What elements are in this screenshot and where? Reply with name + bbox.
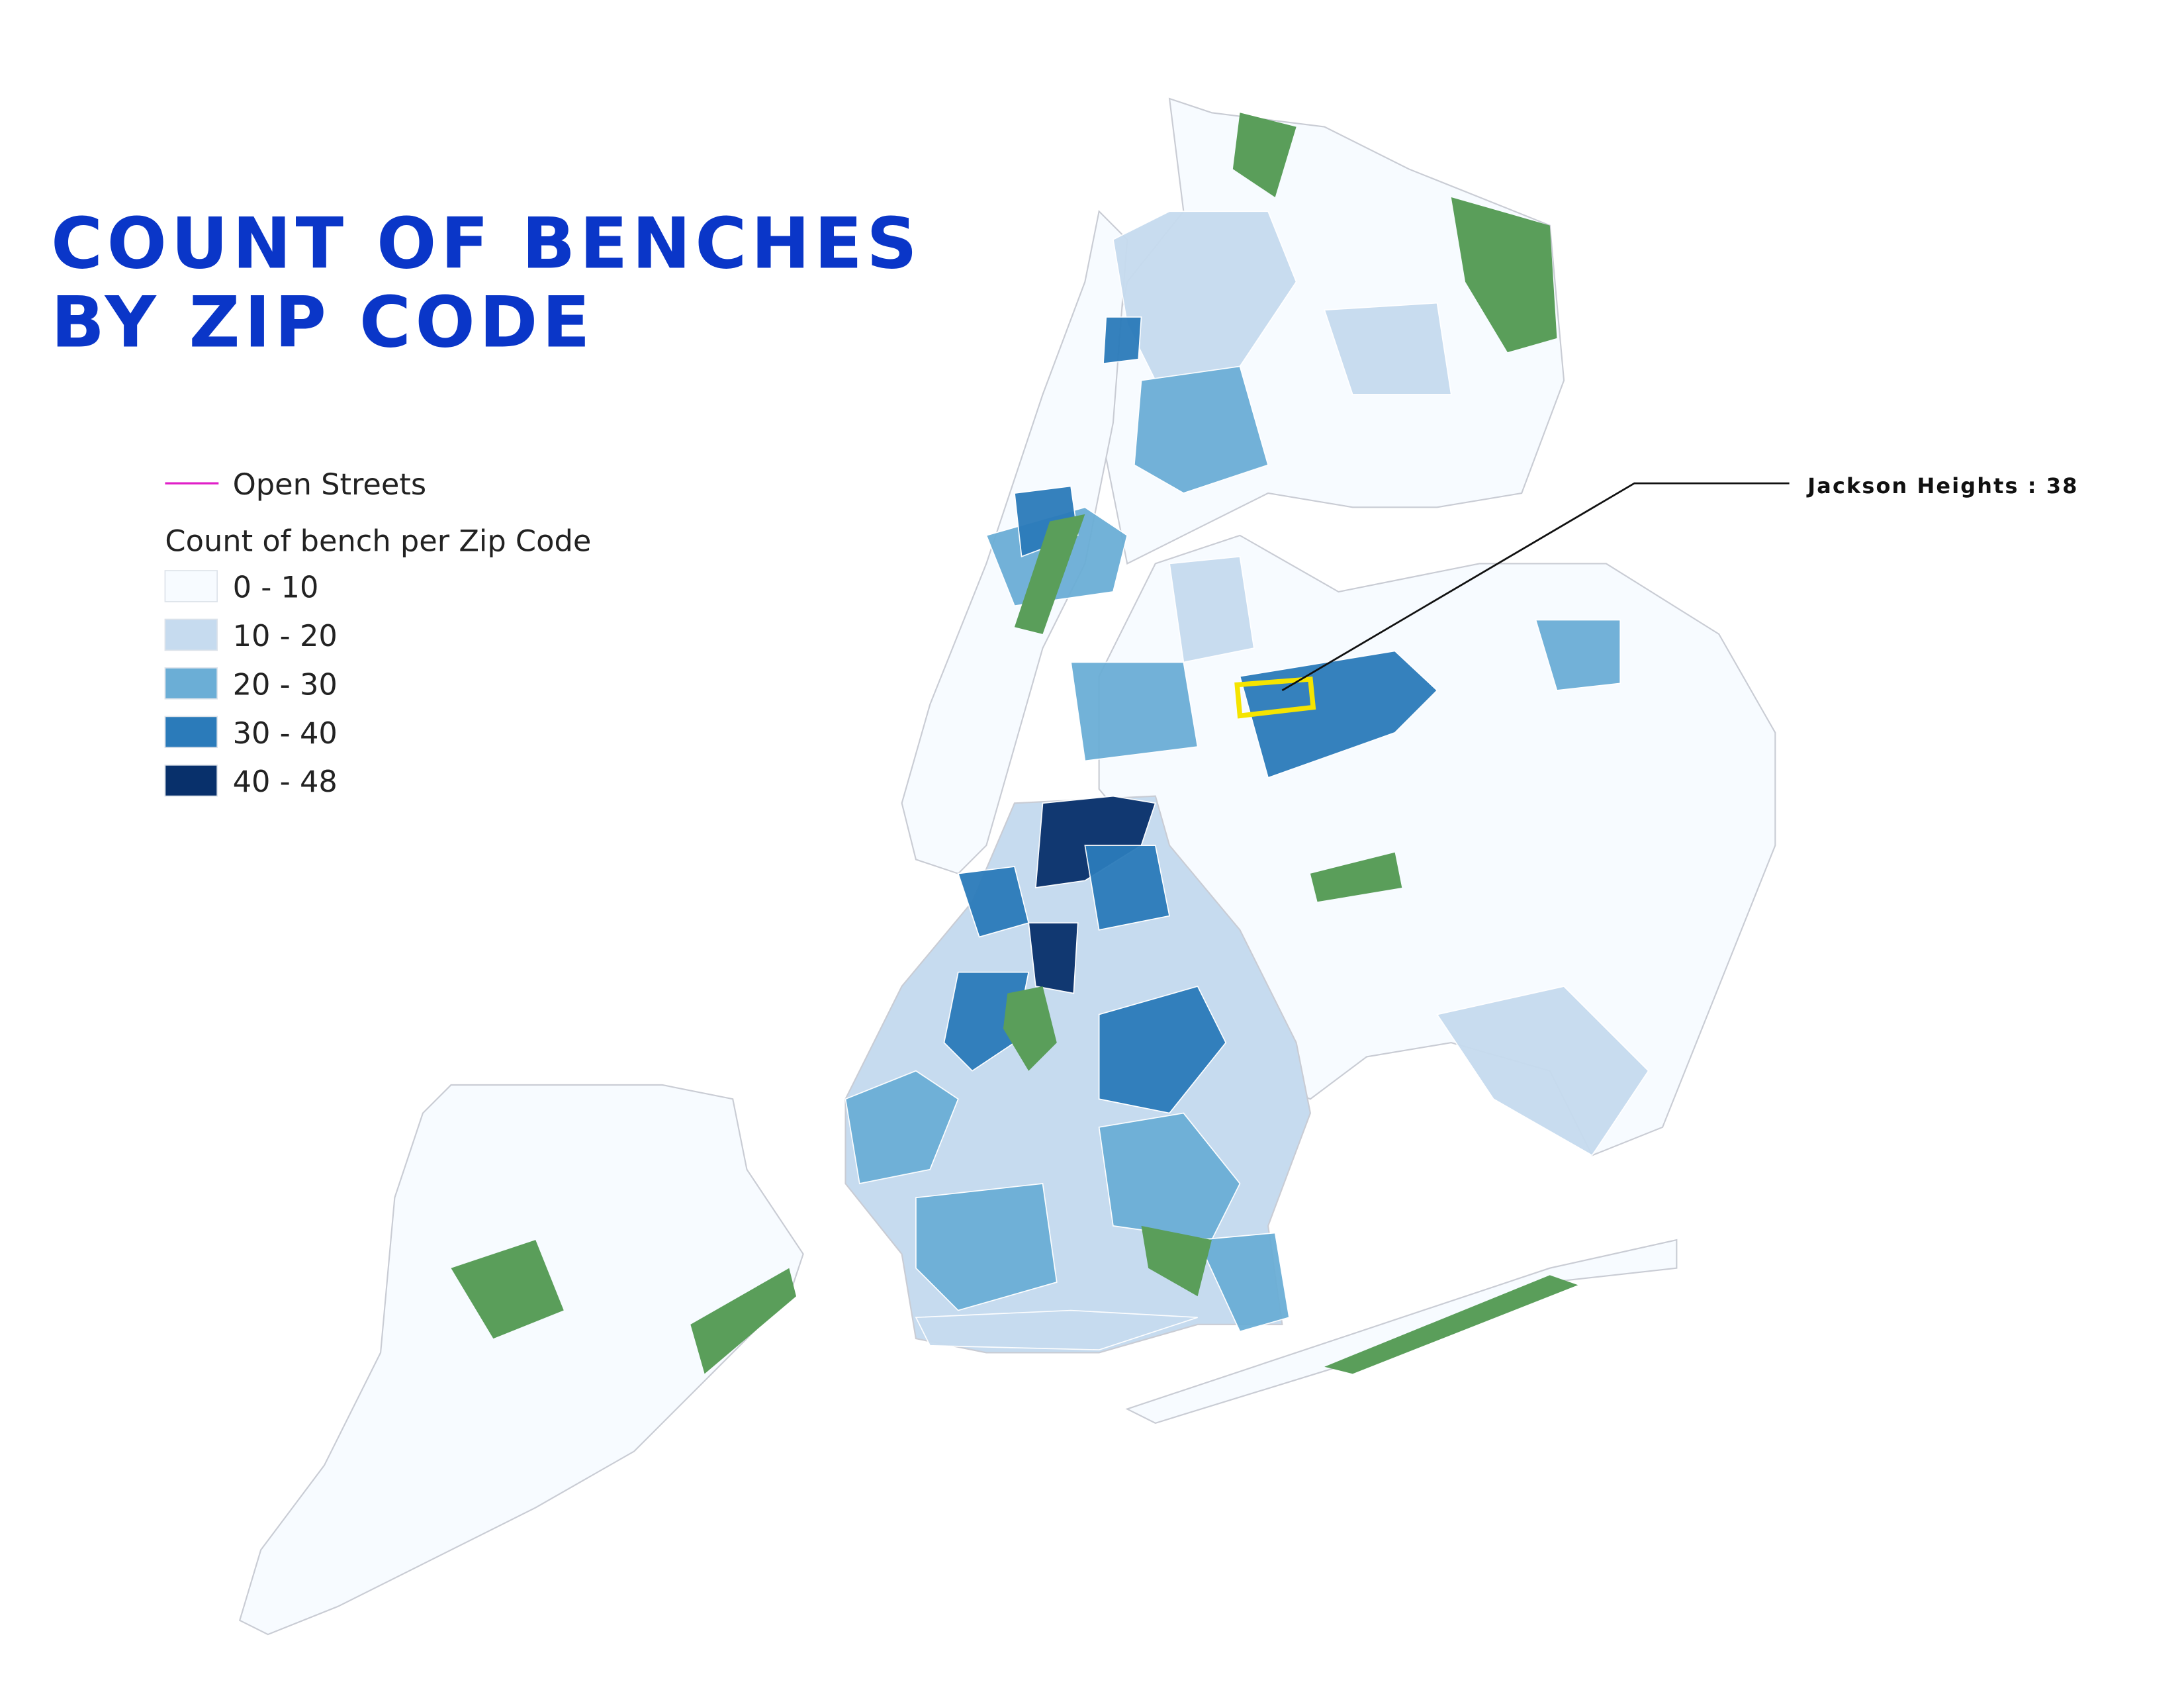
park bbox=[1451, 197, 1557, 353]
legend-label: 30 - 40 bbox=[233, 716, 338, 751]
legend-label: Open Streets bbox=[233, 467, 427, 502]
legend-label: 0 - 10 bbox=[233, 571, 319, 605]
staten-island bbox=[238, 1084, 804, 1636]
zip-zone bbox=[1103, 316, 1142, 365]
legend: Open Streets Count of bench per Zip Code… bbox=[164, 467, 591, 799]
legend-title: Count of bench per Zip Code bbox=[165, 524, 591, 558]
park bbox=[1003, 986, 1057, 1071]
park bbox=[451, 1240, 564, 1339]
park bbox=[1014, 514, 1085, 634]
highlight-outline bbox=[1234, 676, 1316, 719]
zip-zone bbox=[1084, 845, 1171, 931]
park bbox=[1310, 852, 1402, 902]
parks bbox=[451, 113, 1578, 1374]
legend-label: 10 - 20 bbox=[233, 619, 338, 653]
legend-swatch bbox=[164, 716, 218, 749]
zip-zone bbox=[915, 1183, 1058, 1311]
zip-zone bbox=[1028, 922, 1079, 994]
legend-swatch bbox=[164, 667, 218, 700]
annotation: Jackson Heights : 38 bbox=[1806, 473, 2078, 498]
zip-zone bbox=[1169, 555, 1255, 663]
callout-line bbox=[1281, 482, 1790, 692]
zip-zone bbox=[957, 866, 1030, 938]
zip-zone bbox=[1535, 619, 1621, 691]
zip-zone bbox=[1098, 1112, 1241, 1241]
zip-zone bbox=[1070, 661, 1199, 762]
zip-zone bbox=[915, 1309, 1198, 1351]
title-line: BY ZIP CODE bbox=[51, 282, 594, 364]
legend-label: 40 - 48 bbox=[233, 765, 338, 799]
zip-zones bbox=[844, 211, 1649, 1351]
park bbox=[1324, 1275, 1578, 1374]
zip-zone bbox=[1324, 302, 1452, 395]
zip-zone bbox=[1436, 986, 1649, 1156]
zip-zone bbox=[1133, 365, 1269, 494]
legend-swatch bbox=[164, 570, 218, 602]
park bbox=[1232, 113, 1297, 197]
zip-zone bbox=[1197, 1232, 1290, 1333]
park bbox=[1141, 1225, 1212, 1297]
legend-label: 20 - 30 bbox=[233, 667, 338, 702]
title-line: COUNT OF BENCHES bbox=[51, 203, 921, 285]
legend-swatch bbox=[164, 764, 218, 797]
legend-swatch bbox=[164, 618, 218, 651]
zip-zone bbox=[844, 1070, 959, 1184]
zip-zone bbox=[1098, 985, 1227, 1114]
park bbox=[690, 1268, 797, 1374]
